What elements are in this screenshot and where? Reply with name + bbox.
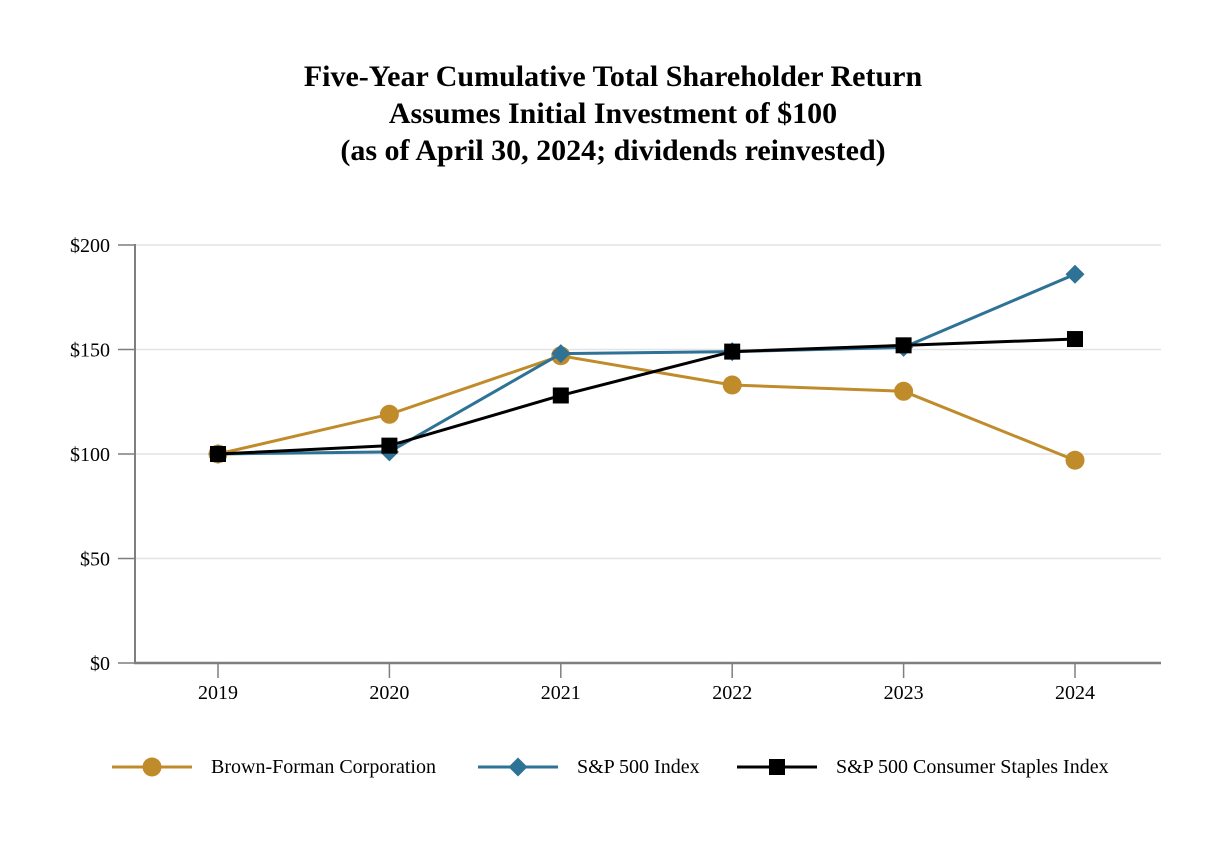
legend-item-sp500: S&P 500 Index xyxy=(478,752,700,782)
chart-title-line-3: (as of April 30, 2024; dividends reinves… xyxy=(340,134,886,167)
legend-label-brown-forman: Brown-Forman Corporation xyxy=(211,755,436,778)
svg-text:$150: $150 xyxy=(70,340,110,362)
legend-square-marker-icon xyxy=(737,759,817,775)
legend-label-sp500-consumer-staples: S&P 500 Consumer Staples Index xyxy=(836,755,1109,778)
svg-text:$50: $50 xyxy=(80,549,110,571)
svg-text:2019: 2019 xyxy=(198,682,238,704)
svg-text:2024: 2024 xyxy=(1055,682,1095,704)
legend-diamond-marker-icon xyxy=(478,757,558,777)
svg-text:2021: 2021 xyxy=(541,682,581,704)
legend-item-brown-forman: Brown-Forman Corporation xyxy=(112,752,436,782)
svg-text:$100: $100 xyxy=(70,444,110,466)
chart-title-line-1: Five-Year Cumulative Total Shareholder R… xyxy=(303,60,923,93)
legend-label-sp500: S&P 500 Index xyxy=(577,755,700,778)
svg-text:2022: 2022 xyxy=(712,682,752,704)
chart-legend: Brown-Forman Corporation S&P 500 Index S… xyxy=(0,752,1226,782)
svg-text:2020: 2020 xyxy=(369,682,409,704)
svg-text:$0: $0 xyxy=(90,653,110,675)
legend-circle-marker-icon xyxy=(112,757,192,777)
svg-text:$200: $200 xyxy=(70,235,110,257)
chart-title: Five-Year Cumulative Total Shareholder R… xyxy=(0,58,1226,169)
legend-item-sp500-consumer-staples: S&P 500 Consumer Staples Index xyxy=(737,752,1109,782)
svg-text:2023: 2023 xyxy=(884,682,924,704)
chart-title-line-2: Assumes Initial Investment of $100 xyxy=(388,97,838,130)
